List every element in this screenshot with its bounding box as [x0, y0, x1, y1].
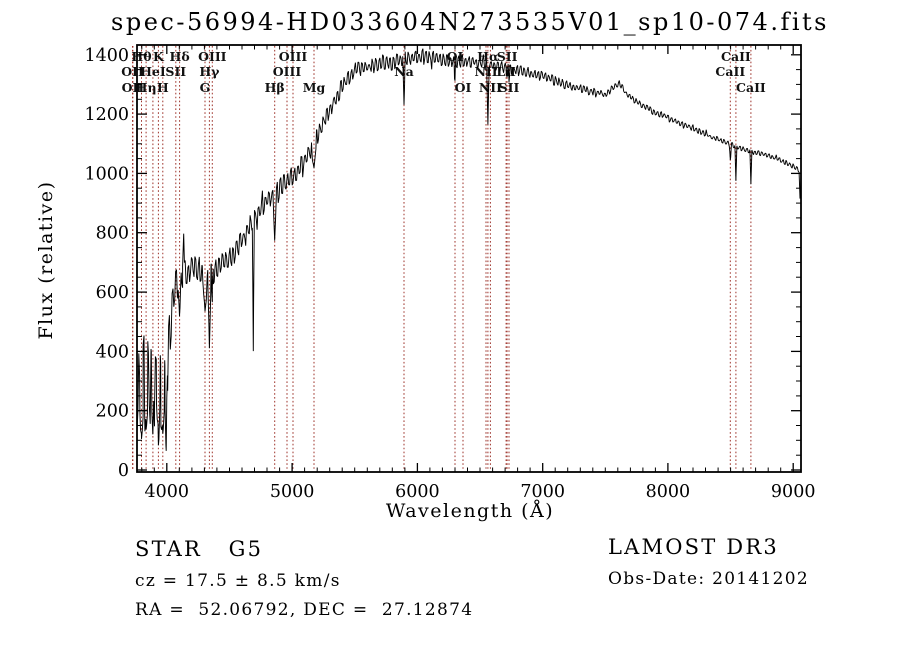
- spectral-line-label: CaII: [721, 49, 751, 64]
- plot-title: spec-56994-HD033604N273535V01_sp10-074.f…: [111, 8, 829, 36]
- spectral-line-label: OIII: [279, 49, 308, 64]
- spectrum-curve: [136, 48, 802, 451]
- y-tick-label: 0: [118, 461, 129, 481]
- spectral-line-label: OIII: [198, 49, 227, 64]
- spectral-line-label: HeI: [140, 64, 166, 79]
- spectral-line-label: OII: [122, 80, 145, 95]
- spectral-line-label: SII: [499, 80, 520, 95]
- survey-text: LAMOST DR3: [608, 535, 779, 559]
- spectral-line-label: Hβ: [265, 80, 285, 95]
- spectral-line-label: Hθ: [131, 49, 151, 64]
- x-tick-label: 9000: [771, 482, 816, 502]
- spectral-line-label: SII: [497, 49, 518, 64]
- object-class-text: STAR G5: [135, 537, 264, 561]
- radec-text: RA = 52.06792, DEC = 27.12874: [135, 600, 474, 620]
- y-tick-label: 1200: [84, 105, 129, 125]
- spectral-line-label: SII: [165, 64, 186, 79]
- spectral-line-label: OIII: [273, 64, 302, 79]
- spectral-line-label: H: [157, 80, 169, 95]
- x-tick-label: 6000: [395, 482, 440, 502]
- cz-text: cz = 17.5 ± 8.5 km/s: [135, 571, 341, 591]
- spectral-line-label: Hγ: [199, 64, 220, 79]
- y-axis-label: Flux (relative): [35, 180, 57, 340]
- spectral-line-label: CaII: [736, 80, 766, 95]
- spectral-line-label: Hη: [136, 80, 157, 95]
- y-tick-label: 1000: [84, 164, 129, 184]
- x-tick-label: 5000: [270, 482, 315, 502]
- y-tick-label: 800: [96, 224, 129, 244]
- spectral-line-label: Hδ: [170, 49, 190, 64]
- spectral-line-label: Na: [394, 64, 414, 79]
- y-tick-label: 1400: [84, 46, 129, 66]
- x-tick-label: 4000: [145, 482, 190, 502]
- x-axis-label: Wavelength (Å): [385, 500, 555, 522]
- plot-frame: [136, 44, 802, 473]
- spectral-line-label: NII: [479, 80, 502, 95]
- spectral-line-label: G: [200, 80, 211, 95]
- obs-date-text: Obs-Date: 20141202: [608, 569, 810, 589]
- x-tick-label: 7000: [520, 482, 565, 502]
- y-tick-label: 200: [96, 402, 129, 422]
- spectral-line-label: Mg: [303, 80, 326, 95]
- x-tick-label: 8000: [646, 482, 691, 502]
- y-tick-label: 600: [96, 283, 129, 303]
- spectral-line-label: OII: [121, 64, 144, 79]
- spectral-line-label: OI: [455, 80, 472, 95]
- spectral-line-label: CaII: [715, 64, 745, 79]
- y-tick-label: 400: [96, 342, 129, 362]
- spectral-line-label: K: [153, 49, 165, 64]
